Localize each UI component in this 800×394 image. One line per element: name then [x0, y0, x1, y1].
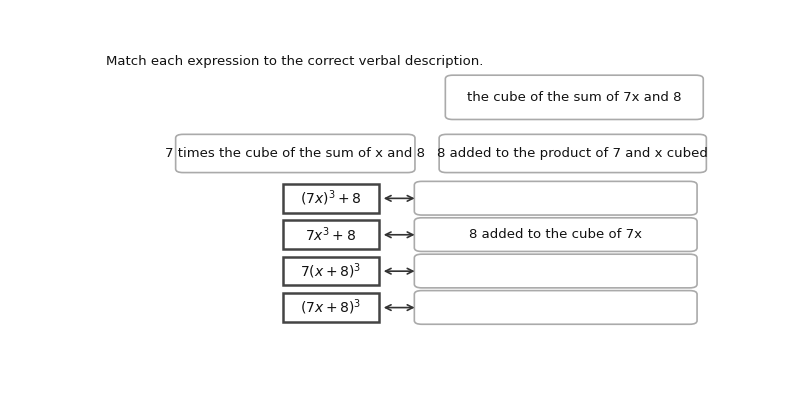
- FancyBboxPatch shape: [414, 254, 697, 288]
- Text: $(7x)^3 + 8$: $(7x)^3 + 8$: [300, 188, 362, 208]
- FancyBboxPatch shape: [446, 75, 703, 119]
- FancyBboxPatch shape: [176, 134, 415, 173]
- Text: $(7x + 8)^3$: $(7x + 8)^3$: [300, 297, 362, 317]
- Bar: [283, 256, 379, 285]
- FancyBboxPatch shape: [414, 291, 697, 324]
- FancyBboxPatch shape: [414, 218, 697, 251]
- Text: 8 added to the product of 7 and x cubed: 8 added to the product of 7 and x cubed: [438, 147, 708, 160]
- Text: $7x^3 + 8$: $7x^3 + 8$: [306, 225, 357, 244]
- Bar: [283, 293, 379, 322]
- Bar: [283, 184, 379, 213]
- Text: 7 times the cube of the sum of x and 8: 7 times the cube of the sum of x and 8: [166, 147, 426, 160]
- FancyBboxPatch shape: [439, 134, 706, 173]
- Text: Match each expression to the correct verbal description.: Match each expression to the correct ver…: [106, 55, 483, 68]
- Bar: [283, 220, 379, 249]
- Text: $7(x + 8)^3$: $7(x + 8)^3$: [300, 261, 362, 281]
- Text: the cube of the sum of 7x and 8: the cube of the sum of 7x and 8: [467, 91, 682, 104]
- Text: 8 added to the cube of 7x: 8 added to the cube of 7x: [469, 228, 642, 241]
- FancyBboxPatch shape: [414, 181, 697, 215]
